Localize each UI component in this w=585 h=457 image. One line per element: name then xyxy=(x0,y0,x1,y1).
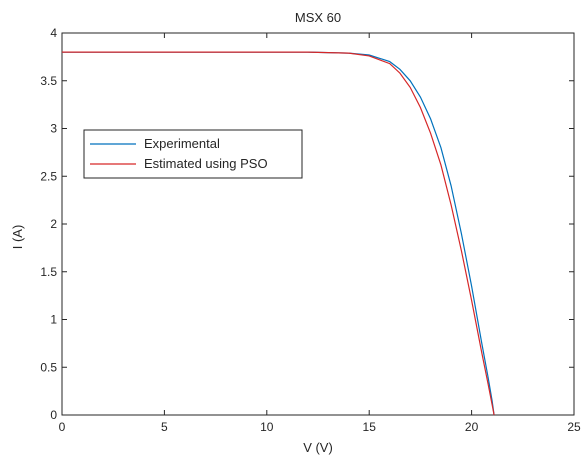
legend-box xyxy=(83,129,303,179)
plot-area xyxy=(62,51,495,416)
x-tick-label: 25 xyxy=(567,420,581,434)
x-tick-label: 15 xyxy=(363,420,377,434)
y-tick-label: 1.5 xyxy=(40,265,57,279)
y-tick-label: 2 xyxy=(50,217,57,231)
y-tick-label: 3.5 xyxy=(40,74,57,88)
y-tick-label: 0.5 xyxy=(40,360,57,374)
axes-frame xyxy=(61,32,575,416)
legend-label-0: Experimental xyxy=(144,136,220,151)
x-tick-label: 10 xyxy=(260,420,274,434)
x-axis-label: V (V) xyxy=(303,440,333,455)
y-tick-label: 4 xyxy=(50,26,57,40)
y-tick-label: 0 xyxy=(50,408,57,422)
chart-title: MSX 60 xyxy=(295,10,341,25)
x-tick-label: 20 xyxy=(465,420,479,434)
y-tick-label: 1 xyxy=(50,313,57,327)
y-axis-label: I (A) xyxy=(10,225,25,250)
x-tick-label: 5 xyxy=(161,420,168,434)
axes: 0 5 10 15 20 25 0 0.5 1 1.5 2 2.5 3 3.5 4 xyxy=(40,26,581,434)
legend-label-1: Estimated using PSO xyxy=(144,156,268,171)
y-tick-label: 2.5 xyxy=(40,169,57,183)
x-tick-label: 0 xyxy=(59,420,66,434)
y-tick-label: 3 xyxy=(50,122,57,136)
series-line-1 xyxy=(62,51,495,416)
legend: Experimental Estimated using PSO xyxy=(83,129,303,179)
